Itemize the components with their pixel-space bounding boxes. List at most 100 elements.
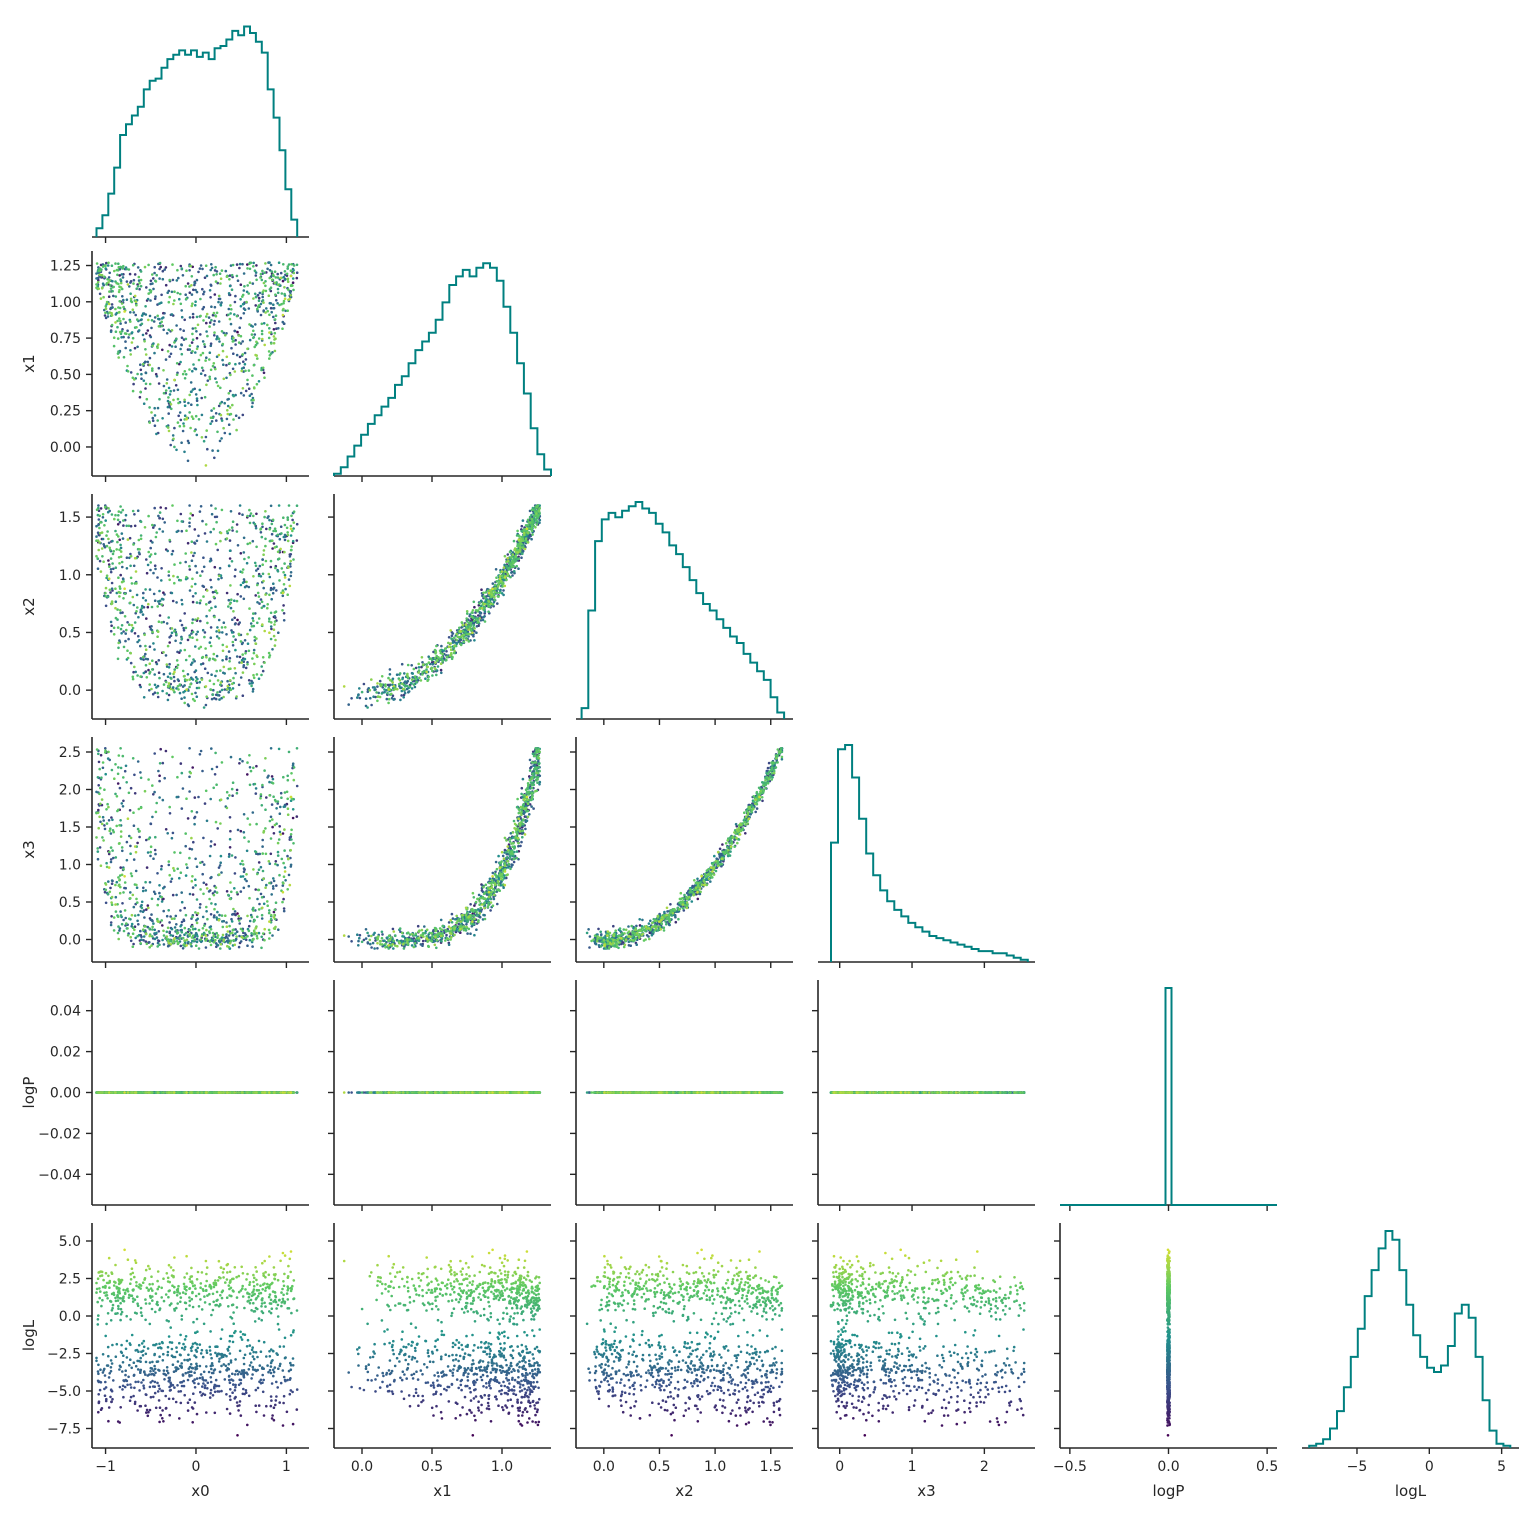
scatter-point: [350, 697, 353, 700]
scatter-point: [148, 406, 151, 409]
scatter-point: [200, 366, 204, 370]
scatter-point: [228, 528, 231, 532]
scatter-point: [261, 572, 265, 576]
scatter-point: [506, 556, 510, 560]
scatter-point: [274, 314, 278, 318]
scatter-point: [156, 406, 160, 410]
scatter-point: [172, 398, 175, 402]
scatter-point: [230, 598, 233, 601]
scatter-point: [99, 864, 103, 867]
scatter-point: [134, 850, 138, 854]
scatter-point: [203, 667, 207, 670]
scatter-point: [227, 605, 230, 608]
scatter-point: [239, 316, 243, 320]
scatter-point: [228, 941, 232, 945]
scatter-point: [494, 586, 497, 590]
scatter-point: [128, 917, 131, 921]
scatter-point: [149, 854, 152, 858]
scatter-point: [161, 938, 164, 942]
scatter-point: [152, 277, 155, 280]
scatter-point: [120, 580, 124, 584]
scatter-point: [262, 553, 265, 556]
scatter-point: [169, 352, 173, 356]
scatter-point: [186, 638, 190, 642]
scatter-point: [512, 562, 515, 565]
scatter-point: [243, 585, 247, 589]
scatter-point: [107, 302, 111, 306]
scatter-point: [222, 331, 226, 335]
scatter-point: [160, 603, 163, 606]
scatter-point: [205, 928, 208, 932]
scatter-point: [117, 646, 120, 650]
scatter-point: [188, 521, 191, 525]
scatter-point: [434, 651, 438, 654]
scatter-point: [155, 801, 158, 805]
scatter-point: [235, 935, 238, 938]
scatter-point: [458, 626, 461, 630]
scatter-point: [462, 637, 465, 640]
scatter-point: [110, 915, 113, 918]
scatter-point: [197, 418, 201, 421]
scatter-point: [190, 585, 194, 588]
scatter-point: [289, 559, 293, 563]
scatter-point: [125, 267, 128, 271]
scatter-point: [264, 808, 267, 811]
scatter-point: [246, 914, 249, 918]
scatter-point: [202, 706, 206, 709]
scatter-point: [283, 828, 286, 831]
scatter-point: [119, 281, 123, 285]
scatter-point: [171, 549, 175, 553]
scatter-point: [97, 752, 100, 756]
scatter-point: [111, 552, 115, 556]
scatter-point: [142, 935, 146, 938]
scatter-point: [226, 409, 229, 412]
scatter-point: [119, 910, 122, 913]
scatter-point: [476, 610, 479, 613]
scatter-point: [181, 947, 185, 950]
scatter-point: [106, 892, 110, 896]
scatter-point: [249, 769, 253, 773]
scatter-point: [247, 307, 251, 310]
scatter-point: [530, 524, 534, 528]
scatter-point: [121, 295, 124, 298]
scatter-point: [234, 568, 237, 571]
scatter-point: [110, 882, 114, 885]
scatter-point: [277, 504, 281, 507]
scatter-point: [96, 850, 100, 853]
scatter-point: [274, 925, 277, 929]
scatter-point: [194, 367, 198, 371]
scatter-point: [202, 595, 205, 598]
scatter-point: [188, 344, 192, 348]
scatter-point: [133, 845, 137, 848]
scatter-point: [222, 363, 225, 367]
scatter-point: [114, 307, 117, 311]
scatter-point: [126, 538, 130, 541]
y-tick-label: 0.0: [59, 933, 81, 949]
scatter-point: [257, 304, 261, 307]
scatter-point: [167, 570, 171, 573]
scatter-point: [102, 819, 105, 822]
scatter-point: [248, 394, 252, 398]
scatter-point: [512, 539, 516, 543]
scatter-point: [261, 337, 264, 341]
scatter-point: [282, 909, 286, 913]
scatter-point: [406, 672, 409, 676]
scatter-point: [185, 938, 189, 942]
scatter-point: [110, 624, 113, 627]
scatter-point: [459, 643, 463, 647]
scatter-point: [233, 329, 237, 333]
scatter-point: [172, 675, 176, 679]
scatter-point: [518, 549, 522, 552]
scatter-point: [225, 921, 228, 924]
scatter-point: [281, 900, 284, 904]
scatter-point: [95, 535, 98, 538]
scatter-point: [229, 322, 233, 326]
scatter-point: [110, 587, 114, 590]
scatter-point: [101, 263, 105, 266]
scatter-point: [119, 322, 122, 325]
scatter-point: [248, 514, 252, 518]
scatter-point: [502, 566, 506, 569]
scatter-point: [263, 927, 267, 931]
scatter-point: [358, 696, 362, 700]
scatter-point: [201, 369, 205, 372]
